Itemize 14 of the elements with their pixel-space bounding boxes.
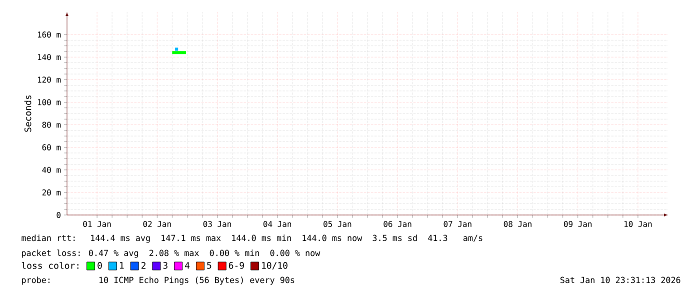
text: median rtt: 144.4 ms avg 147.1 ms max 144.0 ms min 144.0 ms now 3.5 ms sd 41.3 am/s bbox=[22, 234, 482, 243]
y-axis-title: Seconds bbox=[24, 95, 32, 132]
legend-label: 0 bbox=[98, 262, 102, 269]
legend-label: 2 bbox=[141, 262, 146, 269]
text: probe: 10 ICMP Echo Pings (56 Bytes) every 90s bbox=[22, 276, 294, 285]
legend-label: 1 bbox=[120, 262, 124, 269]
legend-label: 4 bbox=[185, 262, 190, 269]
legend-label: 3 bbox=[163, 262, 168, 269]
legend-label: 10/10 bbox=[262, 262, 288, 270]
legend-label: 6-9 bbox=[228, 262, 244, 269]
text: packet loss: 0.47 % avg 2.08 % max 0.00 % min 0.00 % now bbox=[22, 250, 320, 258]
text: Sat Jan 10 23:31:13 2026 bbox=[560, 276, 680, 284]
legend-label: 5 bbox=[207, 262, 212, 269]
legend-title: loss color: bbox=[22, 262, 78, 269]
